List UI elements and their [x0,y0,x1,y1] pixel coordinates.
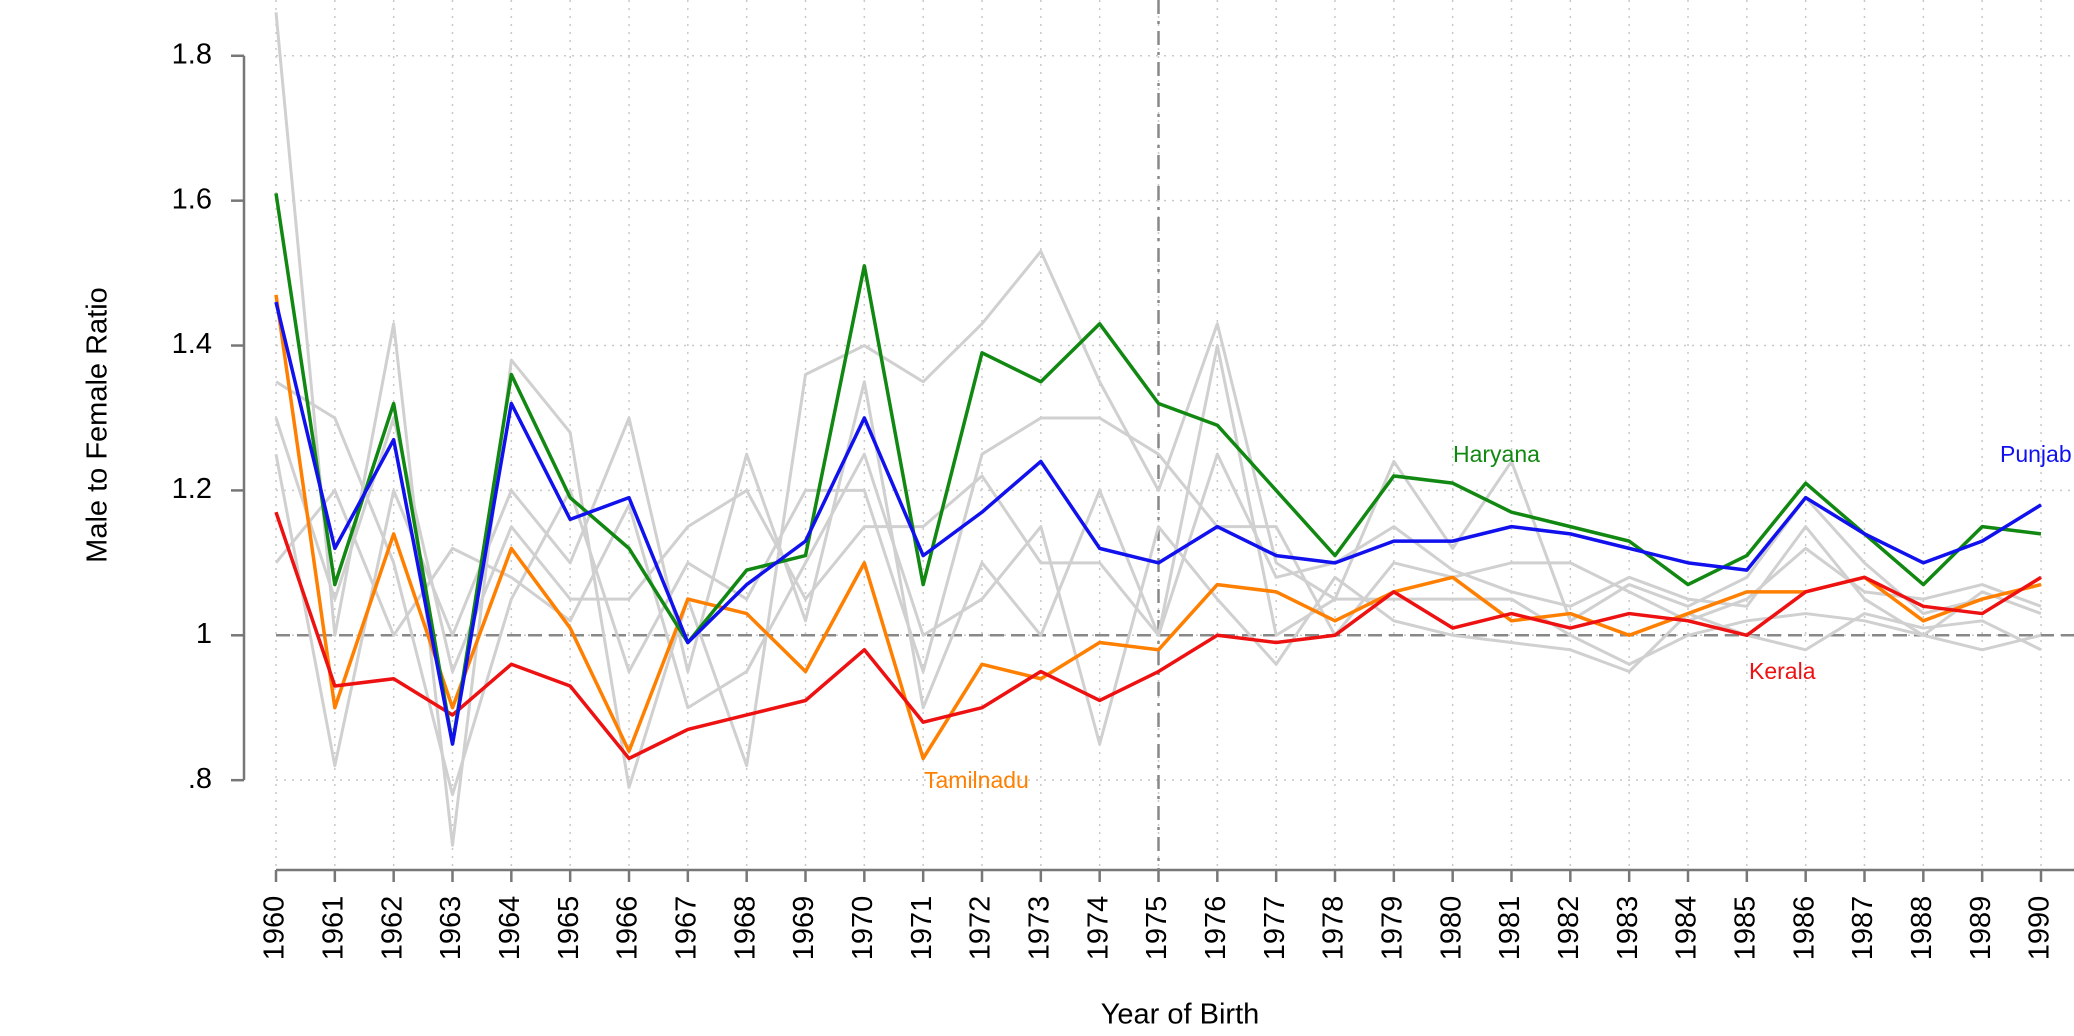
y-tick-label: 1.8 [172,38,212,70]
x-tick-label: 1976 [1200,896,1232,961]
series-line [274,193,2042,746]
x-tick-label: 1980 [1435,896,1467,961]
x-tick-label: 1964 [494,896,526,961]
x-tick-label: 1973 [1023,896,1055,961]
x-tick-label: 1977 [1259,896,1291,961]
y-tick-label: 1.4 [172,328,212,360]
background-line [274,12,2042,847]
series-line [274,294,2042,761]
x-tick-label: 1960 [259,896,291,961]
x-tick-label: 1972 [965,896,997,961]
x-tick-label: 1988 [1906,896,1938,961]
x-tick-label: 1987 [1847,896,1879,961]
x-tick-label: 1965 [553,896,585,961]
x-tick-label: 1970 [847,896,879,961]
series-line [274,301,2042,746]
x-tick-label: 1990 [2024,896,2056,961]
x-tick-label: 1974 [1082,896,1114,961]
y-tick-label: .8 [188,763,212,795]
background-line [274,416,2042,674]
x-tick-label: 1968 [729,896,761,961]
x-tick-label: 1961 [317,896,349,961]
series-label: Kerala [1749,658,1816,684]
x-tick-label: 1975 [1141,896,1173,961]
x-tick-label: 1984 [1671,896,1703,961]
x-tick-label: 1966 [612,896,644,961]
x-axis-title: Year of Birth [1101,999,1260,1031]
x-tick-label: 1978 [1318,896,1350,961]
y-axis-title: Male to Female Ratio [82,287,114,563]
series-label: Tamilnadu [924,767,1029,793]
y-tick-label: 1.6 [172,183,212,215]
x-tick-label: 1983 [1612,896,1644,961]
x-tick-label: 1971 [906,896,938,961]
y-tick-label: 1 [196,618,212,650]
series-label: Punjab [2000,441,2072,467]
x-tick-label: 1981 [1494,896,1526,961]
x-tick-label: 1962 [376,896,408,961]
series-line [274,511,2042,761]
x-tick-label: 1986 [1788,896,1820,961]
x-tick-label: 1979 [1376,896,1408,961]
y-tick-label: 1.2 [172,473,212,505]
x-tick-label: 1985 [1729,896,1761,961]
background-line [275,380,2042,797]
x-tick-label: 1989 [1965,896,1997,961]
x-tick-label: 1969 [788,896,820,961]
x-tick-label: 1963 [435,896,467,961]
series-label: Haryana [1453,441,1540,467]
x-tick-label: 1967 [670,896,702,961]
x-tick-label: 1982 [1553,896,1585,961]
